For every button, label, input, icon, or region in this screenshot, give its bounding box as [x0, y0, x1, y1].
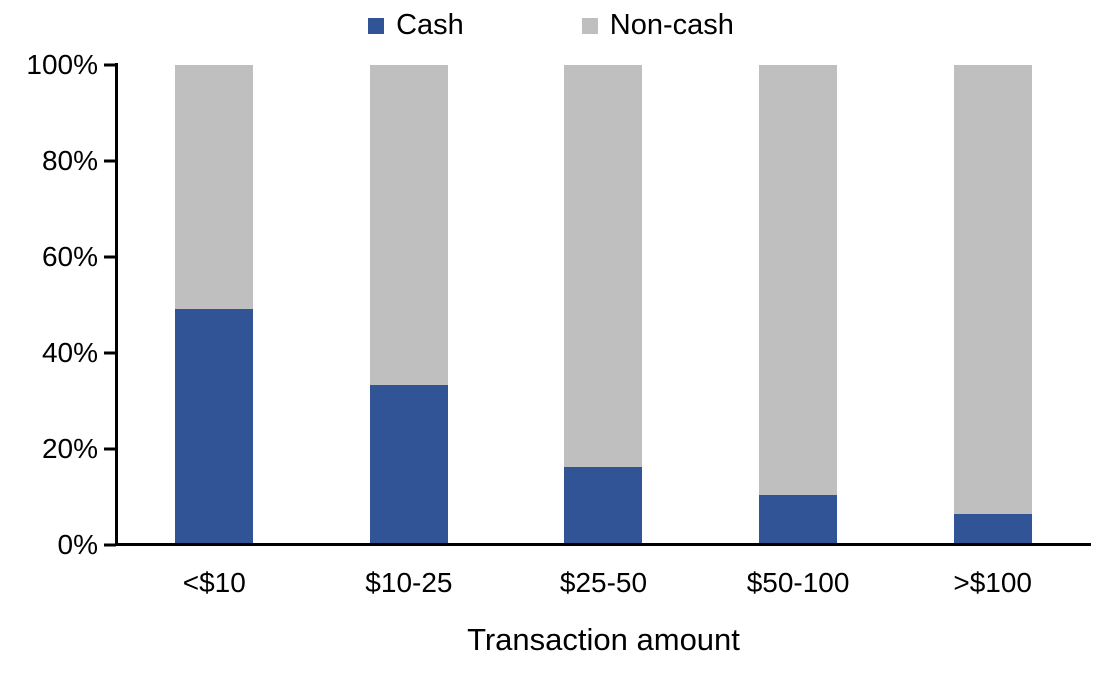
stacked-bar — [369, 65, 448, 543]
non-cash-swatch-icon — [581, 17, 598, 34]
x-axis-category-labels: <$10 $10-25 $25-50 $50-100 >$100 — [117, 567, 1090, 599]
x-axis-title: Transaction amount — [467, 622, 740, 657]
x-category-label: $10-25 — [365, 567, 453, 598]
bar-segment-cash — [175, 308, 254, 543]
stacked-bar — [175, 65, 254, 543]
y-tick-mark — [104, 255, 116, 259]
y-tick-mark — [104, 63, 116, 67]
bar-slot-2 — [312, 65, 507, 543]
bar-segment-cash — [759, 495, 838, 543]
legend-label-non-cash: Non-cash — [609, 9, 734, 41]
cash-swatch-icon — [368, 17, 385, 34]
bar-slot-3 — [506, 65, 701, 543]
y-tick-label: 80% — [41, 145, 98, 176]
legend: Cash Non-cash — [0, 9, 1102, 42]
x-category-label: $25-50 — [559, 567, 648, 598]
y-tick-mark — [104, 447, 116, 451]
y-axis-tick-labels: 0% 20% 40% 60% 80% 100% — [0, 51, 98, 559]
legend-item-cash: Cash — [368, 9, 464, 42]
plot-area — [117, 65, 1090, 543]
bar-slot-5 — [895, 65, 1090, 543]
y-tick-mark — [104, 159, 116, 163]
x-axis-line — [115, 543, 1091, 546]
y-tick-label: 20% — [41, 433, 98, 464]
bar-segment-cash — [369, 385, 448, 543]
bar-slot-1 — [117, 65, 312, 543]
bar-segment-cash — [953, 514, 1032, 543]
y-tick-label: 60% — [41, 241, 98, 272]
y-tick-label: 0% — [57, 529, 98, 560]
y-axis-line — [115, 63, 118, 546]
bar-segment-non-cash — [564, 65, 643, 467]
bar-segment-non-cash — [175, 65, 254, 309]
y-tick-label: 40% — [41, 337, 98, 368]
legend-item-non-cash: Non-cash — [581, 9, 734, 42]
stacked-bar — [953, 65, 1032, 543]
x-category-label: $50-100 — [746, 567, 850, 598]
stacked-bar — [564, 65, 643, 543]
y-tick-label: 100% — [26, 49, 98, 80]
bar-segment-cash — [564, 466, 643, 543]
y-axis-tick-marks — [104, 63, 116, 547]
y-tick-mark — [104, 351, 116, 355]
x-category-label: <$10 — [182, 567, 246, 598]
x-category-label: >$100 — [953, 567, 1032, 598]
legend-label-cash: Cash — [396, 9, 464, 41]
bar-segment-non-cash — [953, 65, 1032, 515]
bar-slot-4 — [701, 65, 896, 543]
y-tick-mark — [104, 543, 116, 547]
bar-segment-non-cash — [369, 65, 448, 386]
stacked-bar — [759, 65, 838, 543]
bar-segment-non-cash — [759, 65, 838, 496]
